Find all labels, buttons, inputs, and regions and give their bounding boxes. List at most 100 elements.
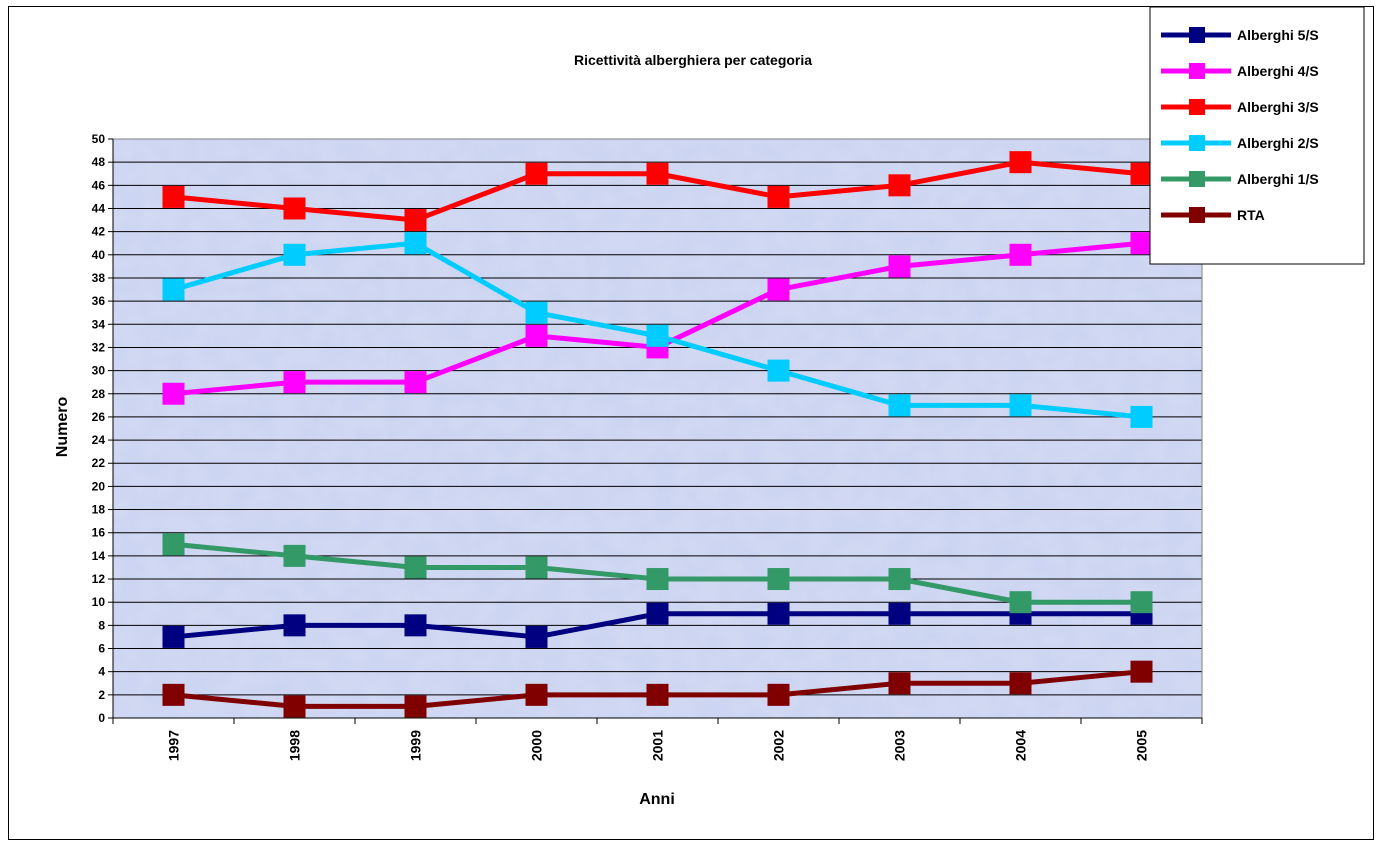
data-point [525, 556, 548, 579]
y-tick-label: 40 [92, 248, 106, 262]
legend-items: Alberghi 5/S Alberghi 4/S Alberghi 3/S Albe… [1161, 27, 1319, 223]
data-point [283, 544, 306, 567]
legend-item: Alberghi 2/S [1161, 135, 1319, 151]
data-point [646, 683, 669, 706]
data-point [888, 568, 911, 591]
y-tick-label: 34 [92, 317, 106, 331]
data-point [1130, 232, 1153, 255]
data-point [646, 602, 669, 625]
x-tick-label: 2001 [650, 730, 666, 761]
data-point [1009, 151, 1032, 174]
data-point [404, 232, 427, 255]
x-tick-label: 1998 [287, 730, 303, 761]
y-tick-label: 24 [92, 433, 106, 447]
data-point [1130, 591, 1153, 614]
data-point [767, 359, 790, 382]
y-tick-label: 50 [92, 132, 106, 146]
y-tick-label: 38 [92, 271, 106, 285]
x-tick-label: 2005 [1134, 730, 1150, 761]
data-point [525, 324, 548, 347]
x-tick-label: 1997 [166, 730, 182, 761]
data-point [1009, 672, 1032, 695]
legend-swatch-marker [1189, 171, 1205, 187]
chart-frame: 0 2 4 6 8 10 12 14 16 18 20 22 24 26 28 30 32 34 36 38 40 42 4… [8, 6, 1374, 840]
data-point [767, 683, 790, 706]
series-rta [162, 660, 1153, 718]
legend: Alberghi 5/S Alberghi 4/S Alberghi 3/S Albe… [1149, 7, 1365, 265]
chart-title: Ricettività alberghiera per categoria [574, 52, 812, 68]
legend-item: Alberghi 4/S [1161, 63, 1319, 79]
data-point [767, 568, 790, 591]
data-point [888, 602, 911, 625]
data-point [404, 209, 427, 232]
line-chart: 0246810121416182022242628303234363840424… [54, 7, 1365, 808]
data-point [525, 301, 548, 324]
legend-box [1149, 7, 1365, 265]
data-point [283, 614, 306, 637]
legend-label: Alberghi 4/S [1237, 63, 1319, 79]
y-tick-label: 26 [92, 410, 106, 424]
y-tick-label: 46 [92, 178, 106, 192]
data-point [888, 174, 911, 197]
data-point [1009, 394, 1032, 417]
x-tick-label: 1999 [408, 730, 424, 761]
y-tick-label: 4 [98, 665, 105, 679]
legend-item: RTA [1161, 207, 1265, 223]
y-tick-label: 30 [92, 364, 106, 378]
data-point [525, 683, 548, 706]
y-tick-label: 0 [98, 711, 105, 725]
series-alberghi-1-s [162, 533, 1153, 614]
data-point [162, 185, 185, 208]
y-tick-label: 22 [92, 456, 106, 470]
plot-area-texture [113, 139, 1202, 718]
data-point [162, 683, 185, 706]
data-point [767, 185, 790, 208]
data-point [404, 695, 427, 718]
legend-swatch-marker [1189, 99, 1205, 115]
x-tick-label: 2004 [1013, 730, 1029, 761]
y-tick-label: 14 [92, 549, 106, 563]
legend-item: Alberghi 3/S [1161, 99, 1319, 115]
y-tick-label: 6 [98, 642, 105, 656]
y-tick-label: 12 [92, 572, 106, 586]
y-tick-label: 2 [98, 688, 105, 702]
y-axis: 0246810121416182022242628303234363840424… [92, 132, 114, 725]
x-tick-label: 2002 [771, 730, 787, 761]
series-layer [162, 151, 1153, 718]
y-tick-label: 36 [92, 294, 106, 308]
data-point [1009, 243, 1032, 266]
data-point [646, 162, 669, 185]
legend-swatch-marker [1189, 207, 1205, 223]
data-point [525, 162, 548, 185]
y-tick-label: 8 [98, 618, 105, 632]
data-point [646, 568, 669, 591]
data-point [283, 197, 306, 220]
series-alberghi-5-s [162, 602, 1153, 648]
data-point [162, 382, 185, 405]
y-tick-label: 44 [92, 201, 106, 215]
data-point [767, 602, 790, 625]
data-point [283, 695, 306, 718]
y-tick-label: 48 [92, 155, 106, 169]
data-point [1130, 162, 1153, 185]
y-tick-label: 16 [92, 526, 106, 540]
data-point [404, 614, 427, 637]
y-tick-label: 28 [92, 387, 106, 401]
y-tick-label: 42 [92, 225, 106, 239]
data-point [1130, 660, 1153, 683]
legend-swatch-marker [1189, 135, 1205, 151]
data-point [1130, 405, 1153, 428]
legend-swatch-marker [1189, 27, 1205, 43]
data-point [404, 371, 427, 394]
legend-swatch-marker [1189, 63, 1205, 79]
data-point [283, 371, 306, 394]
data-point [404, 556, 427, 579]
legend-label: Alberghi 2/S [1237, 135, 1319, 151]
series-alberghi-3-s [162, 151, 1153, 232]
data-point [283, 243, 306, 266]
x-tick-label: 2000 [529, 730, 545, 761]
data-point [162, 278, 185, 301]
legend-label: Alberghi 1/S [1237, 171, 1319, 187]
legend-label: Alberghi 5/S [1237, 27, 1319, 43]
data-point [767, 278, 790, 301]
